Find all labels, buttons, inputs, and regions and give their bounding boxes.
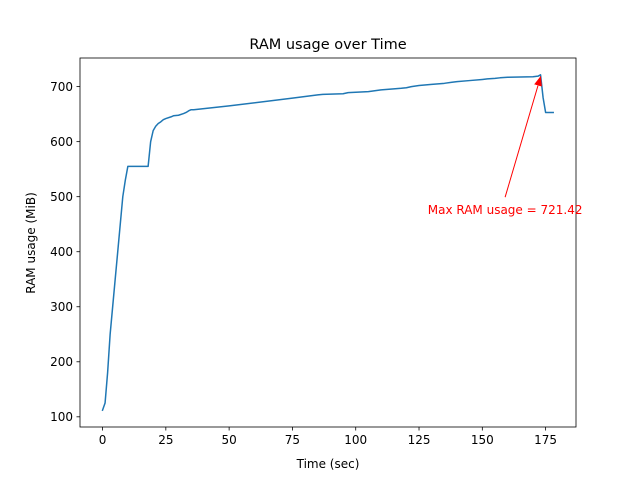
x-tick-label: 75	[285, 433, 300, 447]
ram-usage-line	[101, 74, 554, 412]
x-axis-ticks: 0 25 50 75 100 125 150 175	[99, 427, 557, 447]
x-tick-label: 50	[221, 433, 236, 447]
y-tick-label: 700	[50, 80, 73, 94]
max-annotation-arrow	[504, 75, 542, 198]
chart-title: RAM usage over Time	[249, 37, 406, 53]
y-tick-label: 100	[50, 410, 73, 424]
y-tick-label: 500	[50, 190, 73, 204]
plot-area	[80, 58, 576, 427]
x-tick-label: 150	[471, 433, 494, 447]
x-tick-label: 0	[99, 433, 107, 447]
axes-frame	[79, 57, 577, 428]
x-tick-label: 25	[158, 433, 173, 447]
x-axis-label: Time (sec)	[296, 457, 360, 471]
y-tick-label: 300	[50, 300, 73, 314]
y-axis-ticks: 100 200 300 400 500 600 700	[50, 80, 80, 424]
y-tick-label: 400	[50, 245, 73, 259]
x-tick-label: 125	[408, 433, 431, 447]
x-tick-label: 175	[534, 433, 557, 447]
max-annotation-label: Max RAM usage = 721.42	[428, 203, 583, 217]
y-axis-label: RAM usage (MiB)	[24, 192, 38, 294]
y-tick-label: 200	[50, 355, 73, 369]
x-tick-label: 100	[344, 433, 367, 447]
y-tick-label: 600	[50, 135, 73, 149]
